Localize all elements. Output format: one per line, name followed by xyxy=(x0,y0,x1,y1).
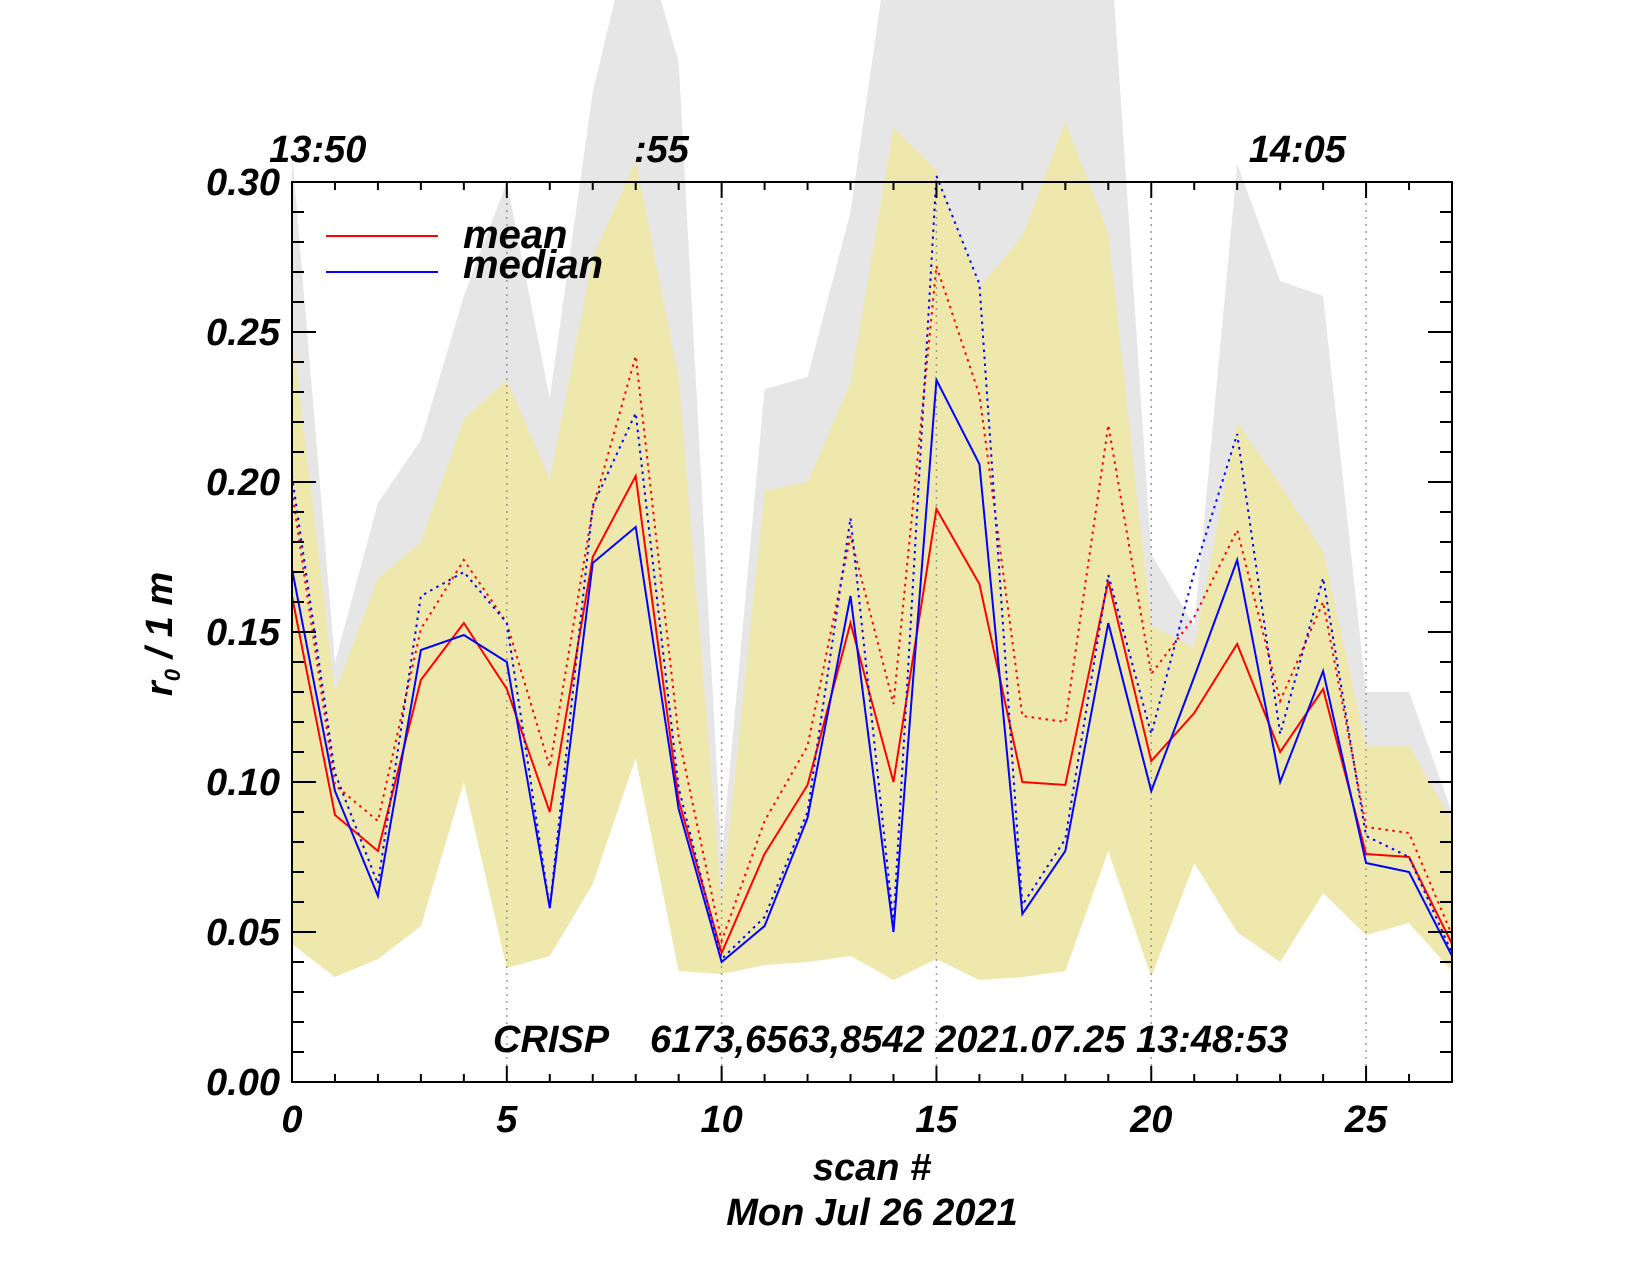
y-axis-title-unit: / 1 m xyxy=(139,572,181,669)
x-tick-label: 0 xyxy=(281,1099,302,1141)
x-axis-date: Mon Jul 26 2021 xyxy=(726,1192,1017,1234)
band-inner-range xyxy=(292,122,1452,980)
instrument-annotation: CRISP 6173,6563,8542 2021.07.25 13:48:53 xyxy=(493,1019,1288,1061)
y-tick-label: 0.20 xyxy=(206,462,280,504)
top-time-labels: 13:50 :55 14:05 xyxy=(269,129,1347,171)
series-mean-line xyxy=(291,472,1453,956)
legend-label-median: median xyxy=(463,243,603,287)
y-tick-label: 0.30 xyxy=(206,162,280,204)
time-marker-lines xyxy=(506,182,1367,1082)
y-tick-label: 0.05 xyxy=(206,912,281,954)
x-tick-label: 20 xyxy=(1129,1099,1172,1141)
x-tick-label: 15 xyxy=(915,1099,958,1141)
legend-label-mean: mean xyxy=(463,213,568,257)
axis-ticks xyxy=(291,181,1453,1083)
top-time-label: 14:05 xyxy=(1249,129,1347,171)
y-axis-title-r: r xyxy=(139,679,181,696)
y-axis-title: r0 / 1 m xyxy=(139,572,185,696)
x-tick-label: 25 xyxy=(1344,1099,1388,1141)
x-tick-label: 10 xyxy=(700,1099,742,1141)
y-tick-label: 0.00 xyxy=(206,1062,280,1104)
x-tick-labels: 0 5 10 15 20 25 xyxy=(281,1099,1388,1141)
x-axis-title: scan # xyxy=(813,1147,932,1189)
x-tick-label: 5 xyxy=(496,1099,518,1141)
series-median-line xyxy=(291,376,1453,964)
series-lines xyxy=(291,175,1453,964)
top-time-label: 13:50 xyxy=(269,129,366,171)
y-tick-label: 0.15 xyxy=(206,612,281,654)
y-tick-label: 0.10 xyxy=(206,762,280,804)
y-tick-label: 0.25 xyxy=(206,312,281,354)
y-tick-labels: 0.00 0.05 0.10 0.15 0.20 0.25 0.30 xyxy=(206,162,281,1104)
top-time-label: :55 xyxy=(634,129,690,171)
y-axis-title-subscript: 0 xyxy=(160,668,185,681)
legend: mean median xyxy=(326,213,603,287)
range-bands xyxy=(292,0,1452,980)
series-3-dotted-line xyxy=(291,175,1453,961)
